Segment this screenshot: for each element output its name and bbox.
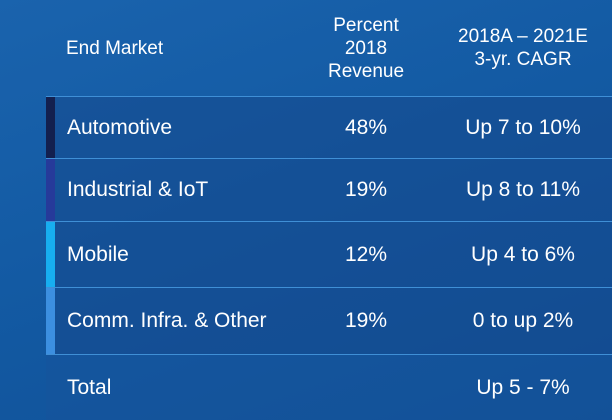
total-percent bbox=[306, 355, 426, 420]
row-cagr: Up 8 to 11% bbox=[465, 178, 580, 201]
row-market: Industrial & IoT bbox=[67, 178, 209, 201]
row-market: Automotive bbox=[67, 115, 173, 139]
row-market: Comm. Infra. & Other bbox=[67, 309, 267, 332]
row-color-bar bbox=[46, 222, 55, 287]
header-cagr: 2018A – 2021E 3-yr. CAGR bbox=[458, 26, 588, 70]
table-row-mobile: Mobile 12% Up 4 to 6% bbox=[46, 221, 612, 287]
table-header: End Market Percent 2018 Revenue 2018A – … bbox=[46, 0, 612, 96]
row-color-bar bbox=[46, 288, 55, 354]
total-label: Total bbox=[67, 375, 112, 399]
table-row-industrial: Industrial & IoT 19% Up 8 to 11% bbox=[46, 158, 612, 221]
header-end-market: End Market bbox=[66, 37, 164, 59]
total-cagr: Up 5 - 7% bbox=[476, 375, 570, 399]
row-color-bar bbox=[46, 159, 55, 221]
row-percent: 48% bbox=[344, 115, 388, 139]
table-row-comm-infra: Comm. Infra. & Other 19% 0 to up 2% bbox=[46, 287, 612, 354]
row-percent: 12% bbox=[344, 242, 388, 266]
row-color-bar bbox=[46, 97, 55, 158]
row-percent: 19% bbox=[344, 178, 388, 201]
row-cagr: 0 to up 2% bbox=[472, 309, 574, 332]
table-row-total: Total Up 5 - 7% bbox=[46, 354, 612, 420]
end-market-table: End Market Percent 2018 Revenue 2018A – … bbox=[46, 0, 612, 420]
row-cagr: Up 4 to 6% bbox=[471, 242, 575, 266]
table-row-automotive: Automotive 48% Up 7 to 10% bbox=[46, 96, 612, 158]
row-cagr: Up 7 to 10% bbox=[465, 115, 581, 139]
header-percent-revenue: Percent 2018 Revenue bbox=[327, 14, 405, 82]
row-percent: 19% bbox=[344, 309, 388, 332]
row-market: Mobile bbox=[67, 242, 129, 266]
